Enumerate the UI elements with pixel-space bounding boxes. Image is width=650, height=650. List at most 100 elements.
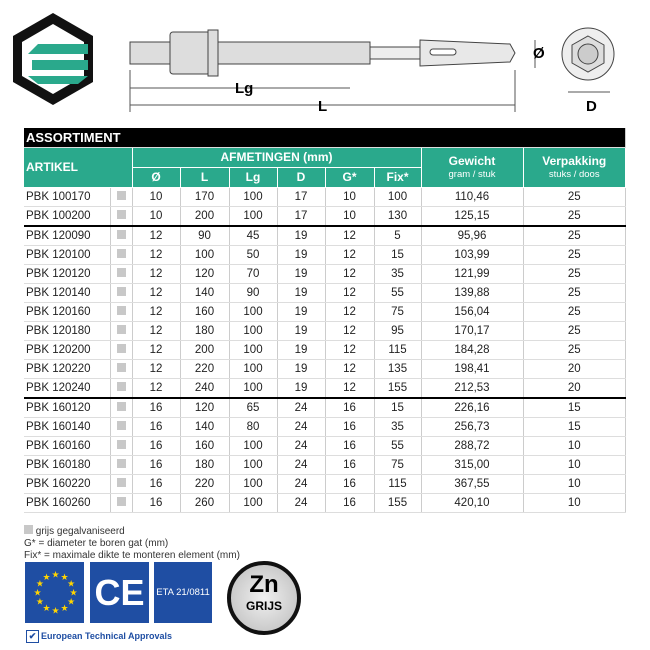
galvanized-swatch (110, 493, 133, 513)
cell: 156,04 (421, 302, 524, 322)
cell: 25 (523, 225, 626, 246)
table-row: PBK 120160 12 160 100 19 12 75 156,04 25 (24, 302, 626, 322)
cell: 17 (277, 187, 326, 207)
cell: 24 (277, 397, 326, 418)
svg-text:★: ★ (67, 579, 75, 589)
cell: 20 (523, 359, 626, 379)
cell: 420,10 (421, 493, 524, 513)
galvanized-swatch (110, 474, 133, 494)
cell: 226,16 (421, 397, 524, 418)
article-code: PBK 160260 (24, 493, 111, 513)
legend: grijs gegalvaniseerd G* = diameter te bo… (24, 525, 240, 561)
article-code: PBK 120090 (24, 225, 111, 246)
cell: 180 (180, 321, 230, 341)
cell: 288,72 (421, 436, 524, 456)
header-col: G* (325, 167, 375, 188)
cell: 12 (325, 340, 375, 360)
cell: 15 (374, 397, 422, 418)
cell: 12 (132, 359, 181, 379)
article-code: PBK 100200 (24, 206, 111, 227)
cell: 25 (523, 264, 626, 284)
cell: 20 (523, 378, 626, 399)
header-col: Fix* (374, 167, 422, 188)
assortment-table: ASSORTIMENT ARTIKEL AFMETINGEN (mm) Gewi… (24, 128, 626, 513)
cell: 19 (277, 302, 326, 322)
article-code: PBK 120220 (24, 359, 111, 379)
table-row: PBK 160160 16 160 100 24 16 55 288,72 10 (24, 436, 626, 456)
cell: 170,17 (421, 321, 524, 341)
cell: 25 (523, 283, 626, 303)
dim-diameter-label: Ø (533, 45, 545, 62)
cell: 25 (523, 206, 626, 227)
cell: 75 (374, 302, 422, 322)
header-gewicht: Gewicht gram / stuk (421, 147, 524, 188)
cell: 10 (523, 474, 626, 494)
cell: 240 (180, 378, 230, 399)
article-code: PBK 120240 (24, 378, 111, 399)
cell: 100 (229, 302, 278, 322)
svg-text:★: ★ (36, 597, 44, 607)
cell: 24 (277, 436, 326, 456)
galvanized-swatch (110, 417, 133, 437)
cell: 12 (325, 264, 375, 284)
cell: 140 (180, 417, 230, 437)
table-row: PBK 160180 16 180 100 24 16 75 315,00 10 (24, 455, 626, 475)
zn-badge: Zn GRIJS (227, 561, 301, 635)
header-col: D (277, 167, 326, 188)
svg-text:★: ★ (34, 588, 42, 598)
eu-flag-badge: ★ ★ ★ ★ ★ ★ ★ ★ ★ ★ ★ ★ (25, 562, 84, 623)
cell: 90 (229, 283, 278, 303)
cell: 16 (132, 436, 181, 456)
cell: 80 (229, 417, 278, 437)
cell: 184,28 (421, 340, 524, 360)
cell: 10 (132, 206, 181, 227)
cell: 12 (132, 340, 181, 360)
eu-stars-icon: ★ ★★★★★★★★★★★ (34, 570, 78, 616)
header-col: Lg (229, 167, 278, 188)
eta-badge: ETA 21/0811 (154, 562, 212, 623)
cell: 12 (132, 245, 181, 265)
table-row: PBK 120090 12 90 45 19 12 5 95,96 25 (24, 225, 626, 246)
article-code: PBK 160180 (24, 455, 111, 475)
article-code: PBK 160220 (24, 474, 111, 494)
galvanized-swatch (110, 378, 133, 399)
table-row: PBK 160220 16 220 100 24 16 115 367,55 10 (24, 474, 626, 494)
svg-text:★: ★ (52, 570, 60, 580)
cell: 10 (523, 436, 626, 456)
cell: 140 (180, 283, 230, 303)
article-code: PBK 100170 (24, 187, 111, 207)
cell: 25 (523, 302, 626, 322)
article-code: PBK 120200 (24, 340, 111, 360)
dim-l-label: L (318, 98, 328, 115)
cell: 16 (325, 474, 375, 494)
table-row: PBK 100170 10 170 100 17 10 100 110,46 25 (24, 187, 626, 207)
cell: 12 (325, 321, 375, 341)
cell: 10 (523, 455, 626, 475)
ce-badge: CE (90, 562, 149, 623)
svg-text:★: ★ (61, 603, 69, 613)
cell: 160 (180, 302, 230, 322)
table-title: ASSORTIMENT (24, 128, 626, 148)
cell: 100 (229, 321, 278, 341)
cell: 55 (374, 436, 422, 456)
cell: 5 (374, 225, 422, 246)
article-code: PBK 120140 (24, 283, 111, 303)
cell: 19 (277, 378, 326, 399)
header-verpakking: Verpakking stuks / doos (523, 147, 626, 188)
table-row: PBK 120200 12 200 100 19 12 115 184,28 25 (24, 340, 626, 360)
cell: 220 (180, 359, 230, 379)
cell: 95 (374, 321, 422, 341)
cell: 19 (277, 321, 326, 341)
dim-d-label: D (586, 98, 597, 115)
cell: 19 (277, 283, 326, 303)
cell: 16 (132, 493, 181, 513)
cell: 120 (180, 264, 230, 284)
cell: 10 (325, 187, 375, 207)
cell: 15 (523, 397, 626, 418)
article-code: PBK 160160 (24, 436, 111, 456)
cell: 90 (180, 225, 230, 246)
cell: 220 (180, 474, 230, 494)
svg-text:★: ★ (67, 597, 75, 607)
cell: 17 (277, 206, 326, 227)
cell: 130 (374, 206, 422, 227)
